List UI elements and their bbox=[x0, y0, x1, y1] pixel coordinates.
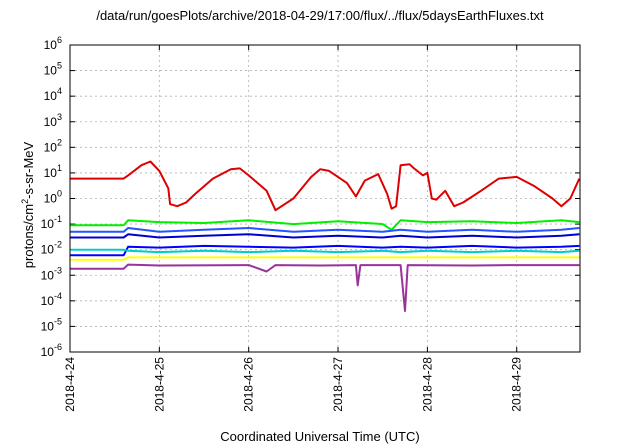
y-tick-label-exponent: 1 bbox=[57, 163, 62, 173]
y-tick-label-exponent: 0 bbox=[57, 189, 62, 199]
y-tick-label: 10-5 bbox=[41, 316, 62, 333]
plot-frame bbox=[69, 44, 581, 353]
chart-title: /data/run/goesPlots/archive/2018-04-29/1… bbox=[96, 8, 544, 23]
x-tick-label: 2018-4-24 bbox=[63, 357, 77, 412]
series-line bbox=[70, 256, 580, 261]
y-tick-label: 10-6 bbox=[41, 342, 62, 359]
y-tick-label-exponent: -4 bbox=[54, 291, 62, 301]
y-tick-label-base: 10 bbox=[44, 89, 58, 103]
y-tick-label: 10-1 bbox=[41, 214, 62, 231]
y-tick-label-exponent: -2 bbox=[54, 240, 62, 250]
y-tick-label-base: 10 bbox=[44, 64, 58, 78]
y-tick-label-base: 10 bbox=[41, 345, 55, 359]
series-line bbox=[70, 263, 580, 312]
y-tick-label-base: 10 bbox=[41, 217, 55, 231]
y-tick-label: 105 bbox=[44, 61, 62, 78]
y-tick-label-base: 10 bbox=[41, 268, 55, 282]
y-tick-label-exponent: -3 bbox=[54, 265, 62, 275]
x-tick-label: 2018-4-26 bbox=[242, 357, 256, 412]
series-line bbox=[70, 248, 580, 254]
y-tick-label-base: 10 bbox=[41, 243, 55, 257]
y-tick-label-exponent: -5 bbox=[54, 316, 62, 326]
x-tick-label: 2018-4-28 bbox=[420, 357, 434, 412]
y-tick-label-base: 10 bbox=[44, 166, 58, 180]
y-tick-label-base: 10 bbox=[44, 38, 58, 52]
y-tick-label-exponent: -6 bbox=[54, 342, 62, 352]
series-line bbox=[70, 219, 580, 231]
x-tick-label: 2018-4-25 bbox=[152, 357, 166, 412]
y-tick-label-exponent: 6 bbox=[57, 35, 62, 45]
x-axis-label: Coordinated Universal Time (UTC) bbox=[220, 429, 420, 444]
y-tick-label-base: 10 bbox=[41, 319, 55, 333]
series-line bbox=[70, 227, 580, 233]
y-tick-label: 104 bbox=[44, 86, 62, 103]
y-tick-label: 103 bbox=[44, 112, 62, 129]
y-tick-label-exponent: 2 bbox=[57, 137, 62, 147]
series-line bbox=[70, 244, 580, 257]
y-tick-label: 10-2 bbox=[41, 240, 62, 257]
y-tick-label-exponent: 3 bbox=[57, 112, 62, 122]
y-tick-label-exponent: -1 bbox=[54, 214, 62, 224]
y-tick-label: 10-4 bbox=[41, 291, 62, 308]
y-tick-label: 100 bbox=[44, 189, 62, 206]
series-line bbox=[70, 233, 580, 239]
y-tick-label: 101 bbox=[44, 163, 62, 180]
y-tick-label: 10-3 bbox=[41, 265, 62, 282]
y-tick-label-base: 10 bbox=[41, 294, 55, 308]
y-tick-label-base: 10 bbox=[44, 192, 58, 206]
x-tick-label: 2018-4-27 bbox=[331, 357, 345, 412]
series-line bbox=[70, 160, 581, 212]
y-tick-label: 102 bbox=[44, 137, 62, 154]
y-tick-label: 106 bbox=[44, 35, 62, 52]
y-tick-label-exponent: 4 bbox=[57, 86, 62, 96]
y-tick-label-base: 10 bbox=[44, 115, 58, 129]
x-tick-label: 2018-4-29 bbox=[510, 357, 524, 412]
y-tick-label-base: 10 bbox=[44, 140, 58, 154]
y-tick-label-exponent: 5 bbox=[57, 61, 62, 71]
